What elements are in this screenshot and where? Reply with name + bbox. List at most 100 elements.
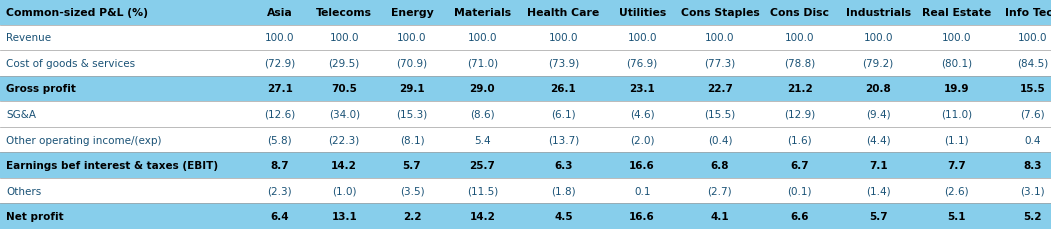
Text: 4.5: 4.5	[554, 211, 573, 221]
Bar	[995, 178, 1051, 204]
Text: Info Tech: Info Tech	[1005, 8, 1051, 18]
Bar	[520, 0, 606, 25]
Text: Other operating income/(exp): Other operating income/(exp)	[6, 135, 162, 145]
Bar	[606, 127, 678, 153]
Text: (12.9): (12.9)	[784, 109, 816, 120]
Bar	[250, 127, 309, 153]
Bar	[309, 25, 379, 51]
Text: Industrials: Industrials	[846, 8, 910, 18]
Text: (84.5): (84.5)	[1017, 59, 1048, 69]
Text: 5.4: 5.4	[474, 135, 491, 145]
Text: 100.0: 100.0	[942, 33, 972, 43]
Bar	[762, 204, 838, 229]
Bar	[606, 51, 678, 76]
Text: 14.2: 14.2	[331, 160, 357, 170]
Bar	[762, 102, 838, 127]
Bar	[250, 102, 309, 127]
Bar	[445, 51, 520, 76]
Bar	[995, 25, 1051, 51]
Bar	[678, 178, 762, 204]
Bar	[995, 51, 1051, 76]
Bar	[379, 127, 445, 153]
Bar	[762, 0, 838, 25]
Bar	[445, 102, 520, 127]
Bar	[250, 204, 309, 229]
Text: (78.8): (78.8)	[784, 59, 816, 69]
Text: (29.5): (29.5)	[329, 59, 359, 69]
Bar	[250, 51, 309, 76]
Text: 20.8: 20.8	[865, 84, 891, 94]
Text: 100.0: 100.0	[397, 33, 427, 43]
Text: 27.1: 27.1	[267, 84, 292, 94]
Text: 5.1: 5.1	[948, 211, 966, 221]
Text: (79.2): (79.2)	[863, 59, 893, 69]
Bar	[838, 153, 919, 178]
Text: 100.0: 100.0	[265, 33, 294, 43]
Bar	[0, 76, 250, 102]
Text: 100.0: 100.0	[627, 33, 657, 43]
Text: (8.1): (8.1)	[399, 135, 425, 145]
Bar	[445, 25, 520, 51]
Bar	[606, 0, 678, 25]
Text: 21.2: 21.2	[787, 84, 812, 94]
Text: 0.4: 0.4	[1025, 135, 1040, 145]
Bar	[379, 0, 445, 25]
Bar	[250, 153, 309, 178]
Bar	[606, 153, 678, 178]
Text: 6.4: 6.4	[270, 211, 289, 221]
Text: (70.9): (70.9)	[396, 59, 428, 69]
Bar	[379, 25, 445, 51]
Text: 70.5: 70.5	[331, 84, 357, 94]
Bar	[445, 153, 520, 178]
Text: 2.2: 2.2	[403, 211, 421, 221]
Bar	[678, 102, 762, 127]
Bar	[0, 25, 250, 51]
Bar	[678, 0, 762, 25]
Bar	[309, 204, 379, 229]
Text: (76.9): (76.9)	[626, 59, 658, 69]
Bar	[678, 76, 762, 102]
Text: 100.0: 100.0	[549, 33, 578, 43]
Bar	[678, 51, 762, 76]
Text: (1.6): (1.6)	[787, 135, 812, 145]
Text: (2.0): (2.0)	[630, 135, 655, 145]
Text: (80.1): (80.1)	[942, 59, 972, 69]
Text: 5.2: 5.2	[1024, 211, 1042, 221]
Bar	[838, 178, 919, 204]
Text: (5.8): (5.8)	[267, 135, 292, 145]
Text: (0.4): (0.4)	[707, 135, 733, 145]
Text: (0.1): (0.1)	[787, 186, 812, 196]
Text: 6.7: 6.7	[790, 160, 809, 170]
Text: 100.0: 100.0	[329, 33, 359, 43]
Text: Gross profit: Gross profit	[6, 84, 76, 94]
Bar	[678, 204, 762, 229]
Bar	[520, 51, 606, 76]
Text: (3.1): (3.1)	[1021, 186, 1045, 196]
Bar	[838, 51, 919, 76]
Bar	[309, 153, 379, 178]
Bar	[919, 153, 995, 178]
Text: Utilities: Utilities	[619, 8, 665, 18]
Text: 29.0: 29.0	[470, 84, 495, 94]
Text: 6.3: 6.3	[554, 160, 573, 170]
Text: (2.7): (2.7)	[707, 186, 733, 196]
Bar	[445, 204, 520, 229]
Bar	[445, 127, 520, 153]
Bar	[0, 153, 250, 178]
Bar	[762, 76, 838, 102]
Text: (1.8): (1.8)	[551, 186, 576, 196]
Text: (1.0): (1.0)	[332, 186, 356, 196]
Bar	[838, 25, 919, 51]
Bar	[762, 51, 838, 76]
Text: (1.1): (1.1)	[945, 135, 969, 145]
Bar	[520, 127, 606, 153]
Text: 100.0: 100.0	[1017, 33, 1048, 43]
Text: (3.5): (3.5)	[399, 186, 425, 196]
Text: Real Estate: Real Estate	[923, 8, 991, 18]
Bar	[379, 102, 445, 127]
Bar	[250, 76, 309, 102]
Bar	[678, 127, 762, 153]
Bar	[0, 0, 250, 25]
Bar	[445, 0, 520, 25]
Text: (1.4): (1.4)	[866, 186, 890, 196]
